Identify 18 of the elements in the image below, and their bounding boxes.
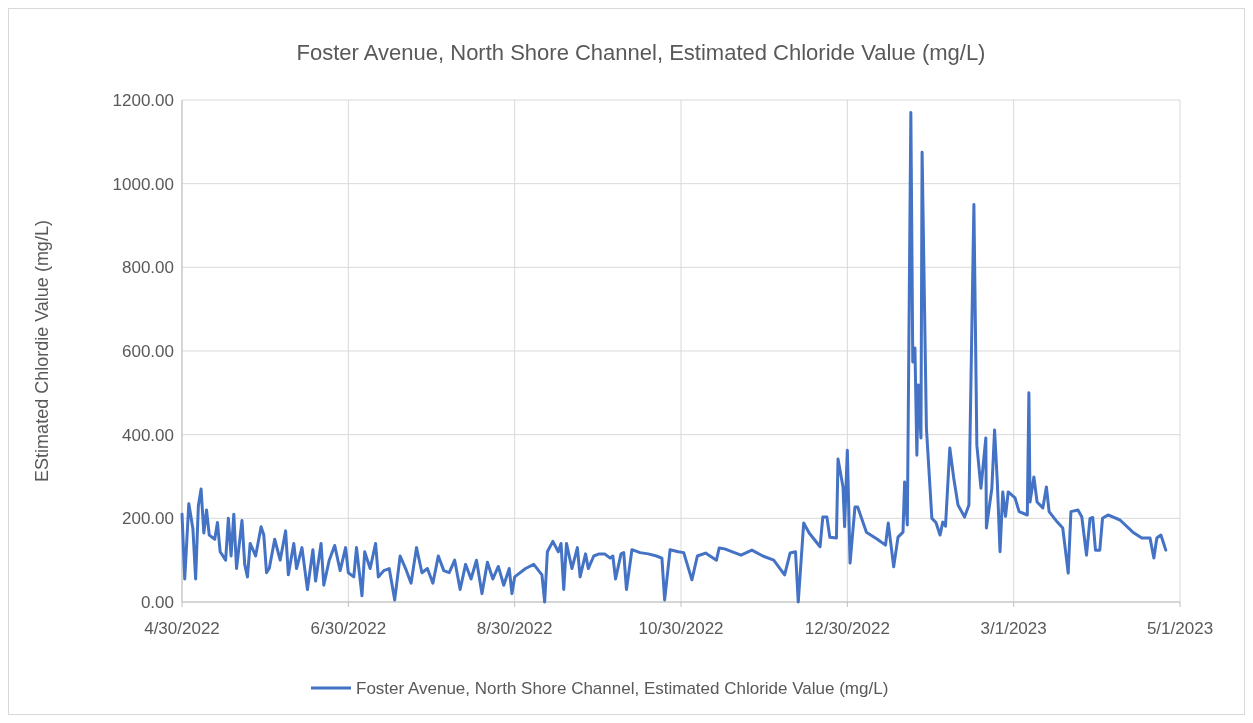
x-tick-label: 5/1/2023 [1146, 619, 1214, 638]
line-series [180, 111, 1168, 604]
y-tick-label: 0.00 [140, 592, 174, 612]
x-tick-label: 10/30/2022 [638, 619, 724, 638]
legend-label: Foster Avenue, North Shore Channel, Estimated Chloride Value (mg/L) [356, 678, 889, 698]
x-tick-label: 3/1/2023 [980, 619, 1047, 638]
y-tick-label: 400.00 [122, 425, 174, 445]
y-tick-label: 800.00 [122, 258, 174, 278]
y-tick-label: 200.00 [122, 509, 174, 529]
x-tick-label: 4/30/2022 [144, 619, 220, 638]
chart-title: Foster Avenue, North Shore Channel, Estimated Chloride Value (mg/L) [296, 40, 986, 65]
x-tick-label: 6/30/2022 [310, 619, 387, 638]
y-tick-label: 600.00 [122, 341, 174, 361]
y-axis-title: EStimated Chlordie Value (mg/L) [32, 220, 52, 482]
y-tick-label: 1000.00 [112, 174, 174, 194]
y-tick-label: 1200.00 [112, 90, 174, 110]
x-tick-label: 12/30/2022 [804, 619, 890, 638]
x-tick-label: 8/30/2022 [476, 619, 553, 638]
